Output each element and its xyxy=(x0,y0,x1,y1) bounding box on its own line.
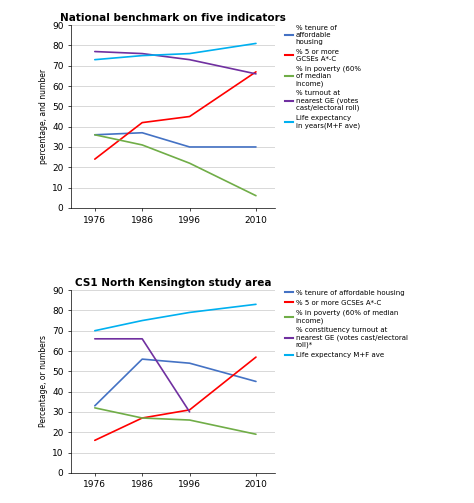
Y-axis label: Percentage, or numbers: Percentage, or numbers xyxy=(39,336,48,428)
Y-axis label: percentage, and number: percentage, and number xyxy=(39,69,48,164)
Legend: % tenure of
affordable
housing, % 5 or more
GCSEs A*-C, % in poverty (60%
of med: % tenure of affordable housing, % 5 or m… xyxy=(284,25,361,129)
Legend: % tenure of affordable housing, % 5 or more GCSEs A*-C, % in poverty (60% of med: % tenure of affordable housing, % 5 or m… xyxy=(284,290,408,358)
Title: CS1 North Kensington study area: CS1 North Kensington study area xyxy=(75,278,271,288)
Title: National benchmark on five indicators: National benchmark on five indicators xyxy=(60,13,286,23)
